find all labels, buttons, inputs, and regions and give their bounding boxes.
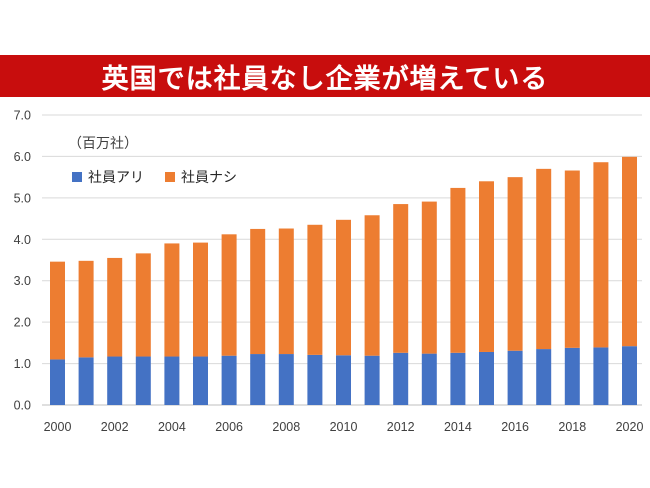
unit-label: （百万社） [68,136,138,152]
bar-no-employees-2011 [364,215,380,356]
x-tick-label: 2010 [330,420,358,434]
x-tick-label: 2018 [558,420,586,434]
x-tick-label: 2014 [444,420,472,434]
y-axis-ticks: 0.0 1.0 2.0 3.0 4.0 5.0 6.0 7.0 [14,109,31,413]
x-tick-label: 2000 [44,420,72,434]
bar-no-employees-2004 [164,243,180,357]
bar-no-employees-2001 [78,260,94,358]
bar-employees-2011 [364,355,380,405]
legend-label-no-employees: 社員ナシ [181,170,237,186]
bar-employees-2014 [450,352,466,405]
bar-no-employees-2015 [479,181,494,352]
bar-employees-2009 [307,354,323,405]
bar-employees-2003 [135,356,151,405]
bar-no-employees-2008 [278,228,294,355]
y-tick-label: 7.0 [14,109,31,123]
bar-no-employees-2005 [193,242,208,357]
bar-employees-2006 [221,355,237,405]
bar-no-employees-2014 [450,187,466,353]
bar-employees-2019 [593,347,609,405]
x-tick-label: 2020 [616,420,644,434]
bar-employees-2010 [336,355,351,405]
bar-no-employees-2009 [307,224,323,355]
bar-no-employees-2019 [593,162,609,348]
bar-no-employees-2007 [250,228,266,355]
bar-employees-2015 [479,351,494,405]
legend-swatch-employees [72,172,82,182]
x-tick-label: 2004 [158,420,186,434]
bar-no-employees-2006 [221,234,237,356]
bar-employees-2020 [622,346,637,405]
bar-no-employees-2017 [536,168,552,350]
bar-employees-2018 [564,347,580,405]
bar-employees-2002 [107,356,123,405]
bar-no-employees-2020 [622,156,637,347]
bar-employees-2016 [507,350,523,405]
chart-title: 英国では社員なし企業が増えている [101,63,549,95]
legend-swatch-no-employees [165,172,175,182]
bar-no-employees-2016 [507,177,523,351]
bar-employees-2007 [250,354,266,405]
x-tick-label: 2008 [272,420,300,434]
y-tick-label: 3.0 [14,274,31,288]
title-banner: 英国では社員なし企業が増えている [0,55,650,97]
bar-employees-2004 [164,356,180,405]
legend-label-employees: 社員アリ [88,170,144,186]
bar-no-employees-2012 [393,204,409,353]
bar-employees-2008 [278,354,294,405]
bar-employees-2000 [50,359,65,405]
bars [50,156,637,405]
y-tick-label: 5.0 [14,191,31,205]
legend: 社員アリ 社員ナシ [72,170,237,186]
bar-no-employees-2000 [50,261,65,360]
x-tick-label: 2002 [101,420,129,434]
bar-employees-2013 [421,353,437,405]
x-tick-label: 2016 [501,420,529,434]
bar-no-employees-2010 [336,219,351,356]
y-tick-label: 0.0 [14,399,31,413]
y-tick-label: 2.0 [14,316,31,330]
y-tick-label: 6.0 [14,150,31,164]
bar-employees-2012 [393,352,409,405]
bar-no-employees-2018 [564,170,580,348]
bar-employees-2005 [193,356,208,405]
bar-employees-2001 [78,357,94,405]
bar-no-employees-2003 [135,253,151,357]
bar-employees-2017 [536,349,552,405]
x-tick-label: 2012 [387,420,415,434]
x-axis-ticks: 2000 2002 2004 2006 2008 2010 2012 2014 2016 2018… [44,420,644,434]
bar-no-employees-2013 [421,201,437,354]
y-tick-label: 4.0 [14,233,31,247]
bar-no-employees-2002 [107,257,123,357]
x-tick-label: 2006 [215,420,243,434]
y-tick-label: 1.0 [14,357,31,371]
